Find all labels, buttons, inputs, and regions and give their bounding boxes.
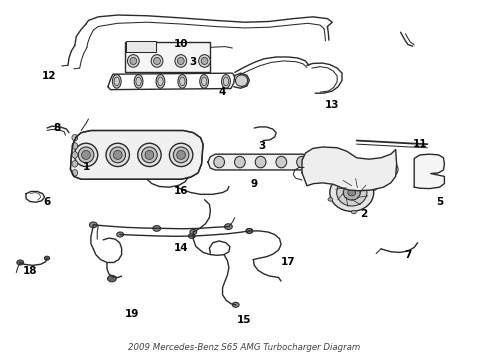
Ellipse shape [72, 170, 78, 176]
Ellipse shape [245, 228, 252, 233]
Ellipse shape [335, 175, 340, 179]
Text: 3: 3 [189, 57, 197, 67]
Ellipse shape [117, 232, 123, 237]
Ellipse shape [44, 256, 50, 260]
Ellipse shape [106, 143, 129, 167]
Ellipse shape [145, 150, 154, 159]
Ellipse shape [151, 55, 163, 67]
Ellipse shape [343, 185, 360, 200]
Ellipse shape [153, 57, 160, 64]
Text: 7: 7 [404, 250, 411, 260]
Ellipse shape [156, 75, 164, 88]
Ellipse shape [89, 222, 97, 228]
Ellipse shape [112, 75, 121, 88]
Ellipse shape [173, 147, 188, 163]
Ellipse shape [357, 172, 362, 176]
Ellipse shape [245, 229, 252, 233]
Text: 11: 11 [412, 139, 427, 149]
Ellipse shape [178, 75, 186, 88]
Ellipse shape [188, 233, 195, 238]
Bar [126, 41, 156, 51]
Text: 19: 19 [125, 310, 139, 319]
Ellipse shape [189, 229, 196, 234]
Ellipse shape [72, 161, 78, 167]
Ellipse shape [142, 147, 157, 163]
Text: 4: 4 [219, 87, 226, 97]
Ellipse shape [336, 179, 366, 206]
Ellipse shape [134, 75, 142, 88]
Ellipse shape [72, 143, 78, 149]
Ellipse shape [213, 156, 224, 168]
Text: 13: 13 [325, 100, 339, 110]
Text: 12: 12 [42, 71, 57, 81]
Ellipse shape [81, 150, 90, 159]
Ellipse shape [176, 150, 185, 159]
Ellipse shape [138, 143, 161, 167]
Text: 10: 10 [174, 39, 188, 49]
Ellipse shape [107, 275, 116, 282]
Ellipse shape [386, 165, 394, 174]
Ellipse shape [175, 55, 186, 67]
Ellipse shape [113, 150, 122, 159]
Text: 16: 16 [174, 186, 188, 196]
Ellipse shape [199, 75, 208, 88]
Ellipse shape [234, 156, 244, 168]
Text: 8: 8 [53, 123, 61, 133]
Ellipse shape [224, 224, 232, 229]
Ellipse shape [198, 55, 210, 67]
Ellipse shape [78, 147, 94, 163]
Polygon shape [207, 154, 312, 170]
Ellipse shape [201, 57, 207, 64]
Ellipse shape [255, 156, 265, 168]
Ellipse shape [296, 156, 307, 168]
Text: 2009 Mercedes-Benz S65 AMG Turbocharger Diagram: 2009 Mercedes-Benz S65 AMG Turbocharger … [128, 343, 360, 352]
Text: 15: 15 [237, 315, 251, 325]
Text: 9: 9 [250, 179, 257, 189]
Ellipse shape [347, 189, 355, 196]
Text: 3: 3 [257, 141, 264, 151]
Text: 14: 14 [173, 243, 188, 253]
Ellipse shape [153, 226, 160, 231]
Text: 5: 5 [435, 197, 442, 207]
Ellipse shape [221, 75, 230, 88]
Ellipse shape [130, 57, 137, 64]
Ellipse shape [371, 187, 376, 190]
Text: 1: 1 [82, 162, 89, 172]
Polygon shape [413, 154, 444, 189]
Polygon shape [302, 147, 396, 191]
Ellipse shape [177, 57, 184, 64]
Ellipse shape [74, 143, 98, 167]
Polygon shape [70, 131, 203, 179]
Ellipse shape [110, 147, 125, 163]
Ellipse shape [127, 55, 139, 67]
Ellipse shape [17, 260, 23, 265]
Ellipse shape [72, 134, 78, 141]
Ellipse shape [235, 75, 247, 86]
Ellipse shape [327, 198, 332, 201]
Ellipse shape [329, 174, 373, 211]
Ellipse shape [421, 176, 435, 184]
Text: 2: 2 [360, 209, 367, 219]
Ellipse shape [169, 143, 192, 167]
Bar [125, 42, 210, 72]
Ellipse shape [421, 158, 435, 167]
Ellipse shape [232, 302, 239, 307]
Ellipse shape [72, 152, 78, 158]
Ellipse shape [350, 210, 355, 214]
Text: 17: 17 [281, 257, 295, 267]
Ellipse shape [383, 162, 397, 177]
Text: 18: 18 [22, 266, 37, 276]
Ellipse shape [275, 156, 286, 168]
Text: 6: 6 [43, 197, 51, 207]
